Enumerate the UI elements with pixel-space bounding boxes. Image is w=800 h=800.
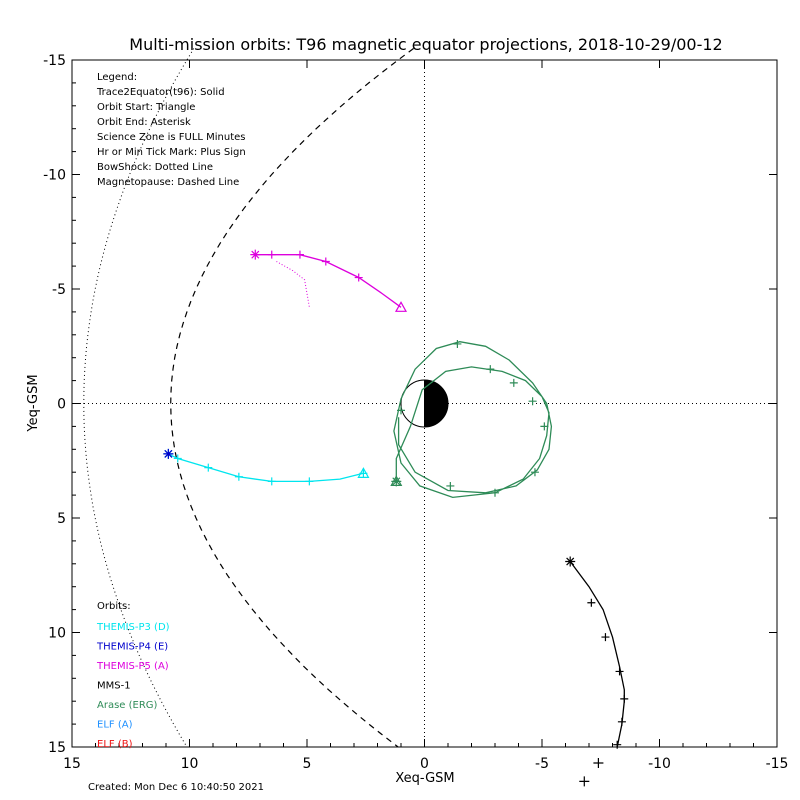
- x-tick-label: 15: [63, 756, 81, 772]
- orbit-line-themis-p5-a: [255, 254, 402, 308]
- x-tick-label: 10: [181, 756, 199, 772]
- legend-line: BowShock: Dotted Line: [97, 162, 213, 173]
- orbit-line-arase-erg: [393, 341, 553, 499]
- tick-mark-themis-p3-d: [305, 477, 314, 486]
- tick-mark-mms-1: [615, 667, 624, 676]
- tick-mark-themis-p5-a: [267, 250, 276, 259]
- orbit-start-themis-p5-a: [394, 301, 408, 312]
- series-themis-p3-d: [163, 448, 370, 486]
- chart-title: Multi-mission orbits: T96 magnetic equat…: [129, 35, 722, 54]
- tick-mark-arase-erg: [528, 397, 537, 406]
- orbit-line-themis-p3-d: [168, 453, 364, 483]
- tick-mark-themis-p3-d: [234, 472, 243, 481]
- trace-line-themis-p5-a: [276, 261, 310, 308]
- orbit-legend-item: THEMIS-P3 (D): [96, 622, 170, 633]
- x-tick-label: -15: [766, 756, 789, 772]
- tick-mark-mms-1: [613, 740, 622, 749]
- tick-mark-themis-p3-d: [204, 463, 213, 472]
- orbit-legend-item: THEMIS-P4 (E): [96, 642, 168, 653]
- legend-line: Orbit End: Asterisk: [97, 117, 191, 128]
- tick-mark-mms-1: [617, 717, 626, 726]
- orbit-end-arase-erg: [391, 476, 402, 487]
- orbit-end-themis-p5-a: [250, 249, 261, 260]
- tick-mark-mms-1: [601, 633, 610, 642]
- tick-mark-themis-p5-a: [295, 250, 304, 259]
- earth-day-side: [400, 379, 425, 428]
- orbits-header: Orbits:: [97, 601, 131, 612]
- y-tick-label: -10: [43, 168, 66, 184]
- y-axis-label: Yeq-GSM: [26, 374, 41, 432]
- earth-symbol: [400, 379, 449, 428]
- tick-mark-themis-p5-a: [354, 273, 363, 282]
- x-tick-label: 0: [420, 756, 429, 772]
- y-tick-label: 0: [57, 397, 66, 413]
- orbit-line-mms-1: [569, 561, 625, 748]
- legend-line: Legend:: [97, 72, 137, 83]
- earth-night-side: [424, 379, 449, 428]
- series-arase-erg: [390, 339, 553, 499]
- magnetopause-line: [170, 48, 414, 748]
- tick-mark-arase-erg: [530, 468, 539, 477]
- legend: Legend: Trace2Equator(t96): Solid Orbit St…: [96, 72, 246, 750]
- tick-mark-arase-erg: [446, 481, 455, 490]
- axis-ticks: 15 10 5 0 -5 -10 -15 -15 -10 -5 0 5 10 15: [43, 53, 788, 772]
- orbit-end-themis-p4-e: [163, 448, 174, 459]
- legend-line: Science Zone is FULL Minutes: [97, 132, 246, 143]
- x-tick-label: -10: [648, 756, 671, 772]
- series-themis-p5-a: [250, 249, 408, 312]
- tick-mark-themis-p3-d: [173, 454, 182, 463]
- y-tick-label: 5: [57, 511, 66, 527]
- series-themis-p4-e: [163, 448, 174, 459]
- y-tick-label: -15: [43, 53, 66, 69]
- orbit-legend-item: MMS-1: [97, 681, 131, 692]
- orbit-legend-item: ELF (A): [97, 720, 133, 731]
- y-tick-label: -5: [52, 282, 66, 298]
- x-tick-label: 5: [303, 756, 312, 772]
- tick-mark-arase-erg: [453, 339, 462, 348]
- tick-mark-arase-erg: [397, 406, 405, 415]
- tick-mark-mms-1: [587, 598, 596, 607]
- tick-mark-themis-p5-a: [321, 257, 330, 266]
- boundary-lines: [83, 48, 414, 748]
- legend-line: Orbit Start: Triangle: [97, 102, 195, 113]
- series-mms-1: [565, 556, 629, 787]
- tick-mark-themis-p3-d: [267, 477, 276, 486]
- tick-mark-arase-erg: [540, 422, 549, 431]
- orbit-legend-item: Arase (ERG): [97, 700, 158, 711]
- tick-mark-arase-erg: [491, 488, 499, 497]
- legend-line: Hr or Min Tick Mark: Plus Sign: [97, 147, 246, 158]
- plus-mark-mms-1: [579, 776, 590, 787]
- legend-line: Magnetopause: Dashed Line: [97, 177, 239, 188]
- orbit-start-themis-p3-d: [357, 467, 370, 478]
- plus-mark-mms-1: [593, 758, 604, 769]
- orbit-series: [163, 249, 629, 787]
- tick-mark-mms-1: [620, 694, 629, 703]
- orbit-legend-item: THEMIS-P5 (A): [96, 661, 169, 672]
- x-tick-label: -5: [535, 756, 549, 772]
- created-timestamp: Created: Mon Dec 6 10:40:50 2021: [88, 782, 264, 793]
- legend-line: Trace2Equator(t96): Solid: [96, 87, 225, 98]
- y-tick-label: 15: [48, 740, 66, 756]
- orbit-end-mms-1: [565, 556, 576, 567]
- orbit-legend-item: ELF (B): [97, 739, 133, 750]
- x-axis-label: Xeq-GSM: [395, 771, 454, 786]
- y-tick-label: 10: [48, 626, 66, 642]
- tick-mark-arase-erg: [486, 365, 495, 374]
- tick-mark-arase-erg: [509, 378, 518, 387]
